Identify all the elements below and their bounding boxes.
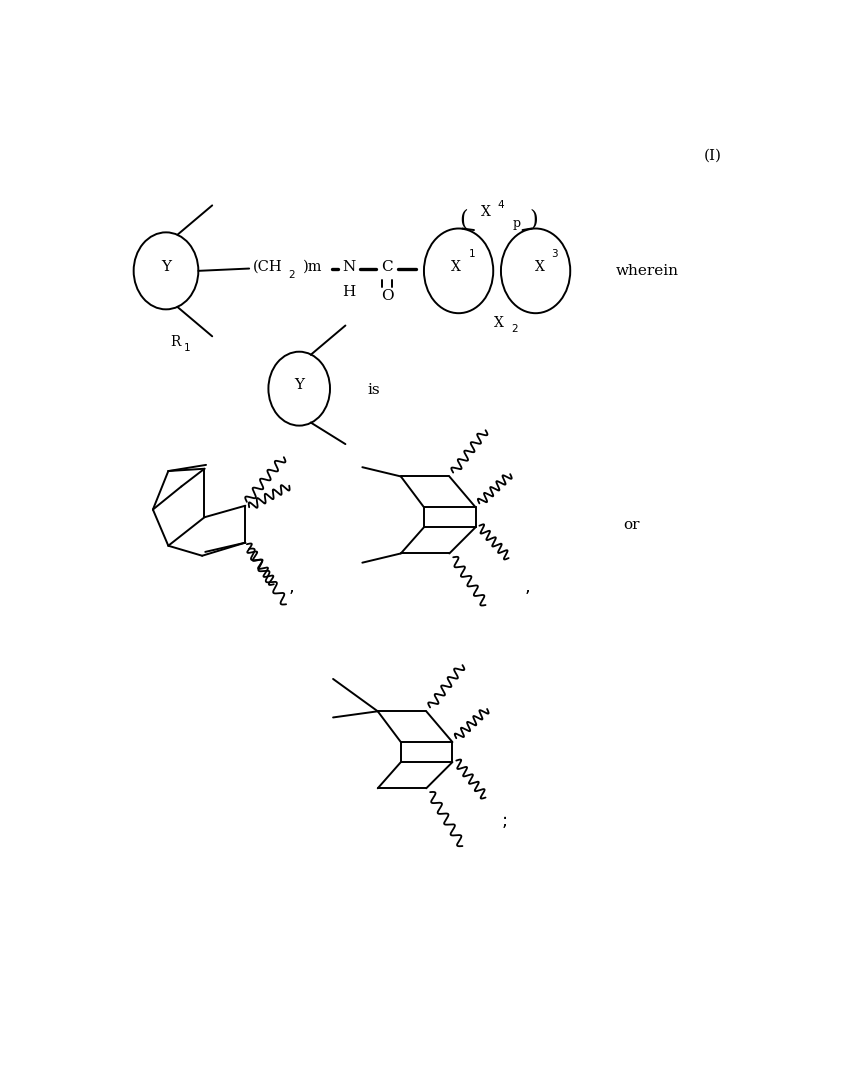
Text: R: R — [170, 335, 180, 349]
Text: X: X — [535, 260, 544, 274]
Text: 2: 2 — [511, 324, 518, 334]
Text: ): ) — [529, 209, 537, 230]
Text: ;: ; — [502, 812, 508, 830]
Text: X: X — [452, 260, 461, 274]
Text: 1: 1 — [469, 249, 475, 259]
Text: )m: )m — [303, 260, 323, 274]
Text: ,: , — [289, 578, 295, 596]
Text: O: O — [380, 289, 393, 303]
Text: N: N — [342, 260, 355, 274]
Text: (: ( — [459, 209, 469, 230]
Text: Y: Y — [161, 260, 171, 274]
Text: 1: 1 — [184, 342, 191, 353]
Text: X: X — [481, 204, 491, 218]
Text: is: is — [368, 383, 380, 397]
Text: ,: , — [525, 578, 531, 596]
Text: 3: 3 — [552, 249, 558, 259]
Text: C: C — [381, 260, 393, 274]
Text: (I): (I) — [704, 149, 722, 163]
Text: p: p — [512, 216, 520, 230]
Text: 4: 4 — [498, 200, 504, 211]
Text: or: or — [624, 518, 640, 532]
Text: Y: Y — [295, 378, 304, 392]
Text: H: H — [342, 285, 355, 299]
Text: (CH: (CH — [253, 260, 283, 274]
Text: wherein: wherein — [616, 264, 678, 278]
Text: X: X — [494, 317, 503, 331]
Text: 2: 2 — [288, 271, 295, 280]
